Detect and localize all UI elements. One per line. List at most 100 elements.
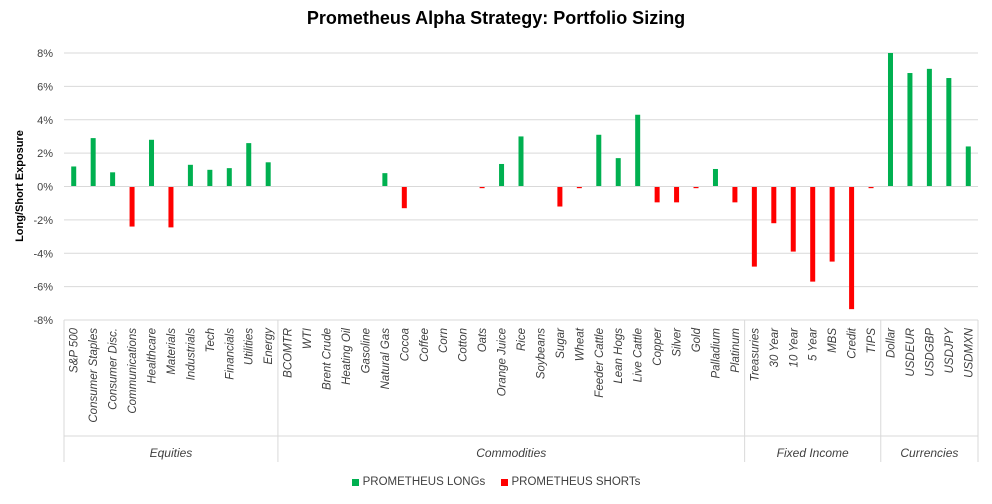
bar-feeder-cattle bbox=[596, 134, 602, 187]
x-tick-label: Platinum bbox=[730, 328, 742, 373]
x-tick-label: Soybeans bbox=[535, 328, 547, 379]
x-tick-label: USDGBP bbox=[924, 328, 936, 377]
bar-natural-gas bbox=[382, 173, 388, 187]
bar-copper bbox=[654, 186, 660, 203]
x-tick-label: Lean Hogs bbox=[613, 328, 625, 384]
group-label-commodities: Commodities bbox=[476, 446, 546, 460]
bar-tech bbox=[207, 169, 213, 187]
x-tick-label: Consumer Disc. bbox=[108, 328, 120, 410]
group-labels: Equities Commodities Fixed Income Currencie… bbox=[150, 446, 959, 460]
bar-industrials bbox=[187, 164, 193, 187]
bar-communications bbox=[129, 186, 135, 227]
y-tick-label: 0% bbox=[37, 182, 53, 194]
x-tick-label: BCOMTR bbox=[283, 328, 295, 378]
bar-rice bbox=[518, 136, 524, 187]
bar-utilities bbox=[246, 143, 252, 187]
bar-silver bbox=[674, 186, 680, 203]
x-tick-label: Palladium bbox=[710, 328, 722, 379]
x-tick-label: Cocoa bbox=[399, 328, 411, 361]
x-tick-label: 10 Year bbox=[788, 327, 800, 368]
x-tick-label: Healthcare bbox=[147, 328, 159, 384]
bar-lean-hogs bbox=[615, 158, 621, 187]
bar-financials bbox=[226, 168, 232, 187]
y-tick-label: -4% bbox=[33, 248, 53, 260]
x-tick-label: USDMXN bbox=[963, 327, 975, 378]
x-tick-label: Industrials bbox=[185, 328, 197, 381]
bar-healthcare bbox=[149, 139, 155, 187]
bar-cocoa bbox=[401, 186, 407, 209]
x-tick-label: Dollar bbox=[885, 327, 897, 358]
x-tick-label: Treasuries bbox=[749, 328, 761, 382]
bar-platinum bbox=[732, 186, 738, 203]
x-tick-label: Silver bbox=[672, 327, 684, 357]
x-tick-label: MBS bbox=[827, 328, 839, 353]
bar-wheat bbox=[576, 186, 582, 189]
x-tick-label: 5 Year bbox=[808, 327, 820, 361]
bar-consumer-disc- bbox=[110, 172, 116, 187]
bar-sugar bbox=[557, 186, 563, 207]
x-tick-label: Credit bbox=[847, 327, 859, 358]
bar-treasuries bbox=[751, 186, 757, 267]
x-tick-label: S&P 500 bbox=[69, 327, 81, 373]
bar-oats bbox=[479, 186, 485, 189]
y-tick-label: 8% bbox=[37, 48, 53, 60]
x-tick-label: Consumer Staples bbox=[88, 328, 100, 423]
x-tick-label: Wheat bbox=[574, 327, 586, 361]
x-tick-label: Energy bbox=[263, 327, 275, 365]
x-tick-label: Corn bbox=[438, 328, 450, 353]
y-axis-ticks: 8% 6% 4% 2% 0% -2% -4% -6% -8% bbox=[33, 48, 53, 327]
y-tick-label: -2% bbox=[33, 215, 53, 227]
x-tick-label: Gasoline bbox=[360, 328, 372, 373]
bar-30-year bbox=[771, 186, 777, 224]
x-tick-label: Copper bbox=[652, 327, 664, 366]
legend: PROMETHEUS LONGs PROMETHEUS SHORTs bbox=[0, 476, 992, 489]
x-tick-label: Sugar bbox=[555, 327, 567, 359]
legend-item-longs: PROMETHEUS LONGs bbox=[351, 476, 486, 488]
bar-palladium bbox=[712, 168, 718, 187]
bars bbox=[71, 53, 971, 310]
bar-credit bbox=[849, 186, 855, 310]
group-label-fixed-income: Fixed Income bbox=[777, 446, 849, 460]
x-tick-label: Oats bbox=[477, 328, 489, 353]
bar-usdmxn bbox=[965, 146, 971, 187]
x-tick-label: Rice bbox=[516, 328, 528, 351]
y-tick-label: 6% bbox=[37, 81, 53, 93]
bar-gold bbox=[693, 186, 699, 189]
bar-tips bbox=[868, 186, 874, 189]
x-tick-label: Utilities bbox=[244, 328, 256, 365]
x-tick-label: Gold bbox=[691, 327, 703, 352]
x-tick-label: Brent Crude bbox=[322, 328, 334, 390]
bar-mbs bbox=[829, 186, 835, 262]
chart-title: Prometheus Alpha Strategy: Portfolio Siz… bbox=[306, 8, 686, 28]
bar-usdgbp bbox=[926, 68, 932, 187]
y-tick-label: 4% bbox=[37, 115, 53, 127]
bar-10-year bbox=[790, 186, 796, 252]
x-tick-label: Cotton bbox=[458, 328, 470, 362]
x-tick-label: WTI bbox=[302, 327, 314, 349]
category-labels: S&P 500 Consumer Staples Consumer Disc. Com… bbox=[69, 327, 976, 423]
x-tick-label: Live Cattle bbox=[633, 328, 645, 382]
legend-label-shorts: PROMETHEUS SHORTs bbox=[511, 476, 641, 488]
x-tick-label: USDEUR bbox=[905, 328, 917, 377]
y-tick-label: -6% bbox=[33, 282, 53, 294]
bar-usdjpy bbox=[946, 78, 952, 187]
x-tick-label: 30 Year bbox=[769, 327, 781, 368]
bar-dollar bbox=[887, 53, 893, 187]
x-tick-label: USDJPY bbox=[944, 327, 956, 374]
legend-label-longs: PROMETHEUS LONGs bbox=[362, 476, 486, 488]
x-tick-label: Materials bbox=[166, 328, 178, 375]
legend-item-shorts: PROMETHEUS SHORTs bbox=[500, 476, 641, 488]
x-tick-label: Orange Juice bbox=[497, 328, 509, 396]
bar-consumer-staples bbox=[90, 138, 96, 187]
x-tick-label: Natural Gas bbox=[380, 328, 392, 390]
bar-materials bbox=[168, 186, 174, 228]
x-tick-label: Feeder Cattle bbox=[594, 328, 606, 398]
x-tick-label: Tech bbox=[205, 328, 217, 353]
y-axis-label: Long/Short Exposure bbox=[14, 130, 26, 242]
group-label-equities: Equities bbox=[150, 446, 193, 460]
category-axis bbox=[63, 186, 979, 462]
x-tick-label: TIPS bbox=[866, 328, 878, 354]
bar-chart: 8% 6% 4% 2% 0% -2% -4% -6% -8% S&P 500 Consumer S… bbox=[14, 48, 979, 462]
group-label-currencies: Currencies bbox=[900, 446, 958, 460]
bar-orange-juice bbox=[499, 163, 505, 187]
